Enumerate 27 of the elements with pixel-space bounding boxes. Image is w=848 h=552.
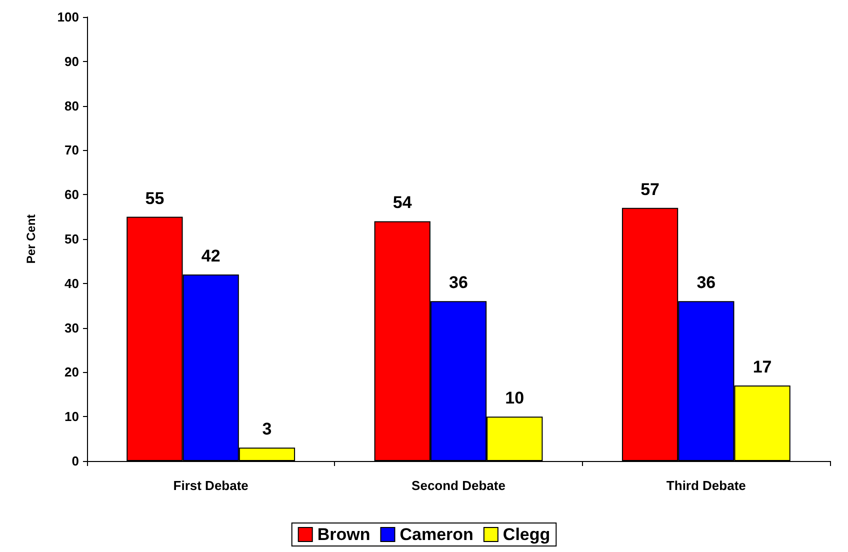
data-label: 57 <box>640 180 660 199</box>
y-tick-label: 80 <box>64 98 79 114</box>
data-label: 54 <box>392 193 412 212</box>
y-tick-label: 70 <box>64 142 79 158</box>
data-label: 3 <box>262 420 272 439</box>
y-tick-label: 60 <box>64 187 79 202</box>
x-tick-label: First Debate <box>173 478 248 493</box>
data-label: 36 <box>696 273 716 292</box>
y-tick-label: 40 <box>64 276 79 291</box>
y-tick-label: 30 <box>64 320 79 336</box>
y-tick-label: 50 <box>64 232 79 246</box>
x-tick-label: Third Debate <box>666 478 746 493</box>
data-label: 17 <box>752 358 772 377</box>
y-tick-label: 100 <box>57 10 79 24</box>
y-tick-label: 20 <box>64 364 79 380</box>
data-label: 55 <box>145 188 164 208</box>
y-axis-title: Per Cent <box>24 214 38 264</box>
x-tick-label: Second Debate <box>412 478 506 493</box>
legend-label: Clegg <box>502 525 550 544</box>
data-label: 36 <box>449 273 468 292</box>
y-tick-label: 10 <box>64 409 79 424</box>
legend-label: Cameron <box>400 525 474 544</box>
data-label: 10 <box>505 388 524 408</box>
legend-label: Brown <box>317 525 370 544</box>
y-tick-label: 0 <box>72 454 79 468</box>
y-tick-label: 90 <box>64 54 79 69</box>
data-label: 42 <box>201 246 220 266</box>
